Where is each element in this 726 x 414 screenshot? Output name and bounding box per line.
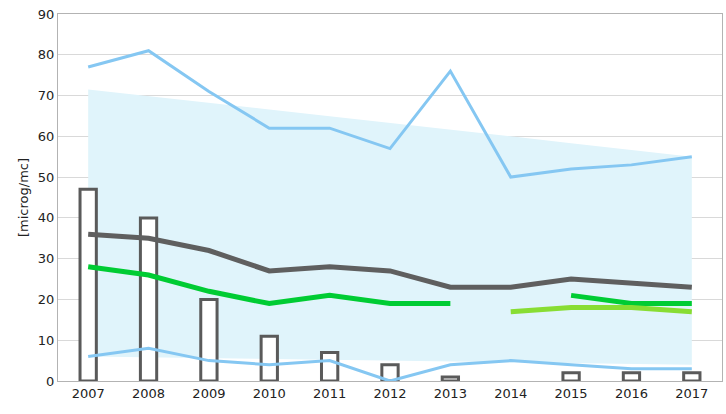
svg-text:90: 90 (38, 7, 55, 22)
svg-text:2014: 2014 (494, 386, 527, 401)
svg-text:2012: 2012 (373, 386, 406, 401)
svg-text:10: 10 (38, 333, 55, 348)
svg-text:60: 60 (38, 129, 55, 144)
svg-text:30: 30 (38, 251, 55, 266)
svg-text:2010: 2010 (253, 386, 286, 401)
svg-text:2009: 2009 (192, 386, 225, 401)
svg-text:2013: 2013 (434, 386, 467, 401)
svg-text:2015: 2015 (555, 386, 588, 401)
svg-text:[microg/mc]: [microg/mc] (16, 158, 31, 237)
svg-text:0: 0 (46, 374, 54, 389)
svg-text:70: 70 (38, 88, 55, 103)
svg-text:20: 20 (38, 292, 55, 307)
svg-text:2008: 2008 (132, 386, 165, 401)
svg-text:2016: 2016 (615, 386, 648, 401)
svg-text:2017: 2017 (675, 386, 708, 401)
svg-text:2011: 2011 (313, 386, 346, 401)
svg-text:40: 40 (38, 210, 55, 225)
svg-text:2007: 2007 (72, 386, 105, 401)
svg-text:50: 50 (38, 170, 55, 185)
svg-text:80: 80 (38, 47, 55, 62)
